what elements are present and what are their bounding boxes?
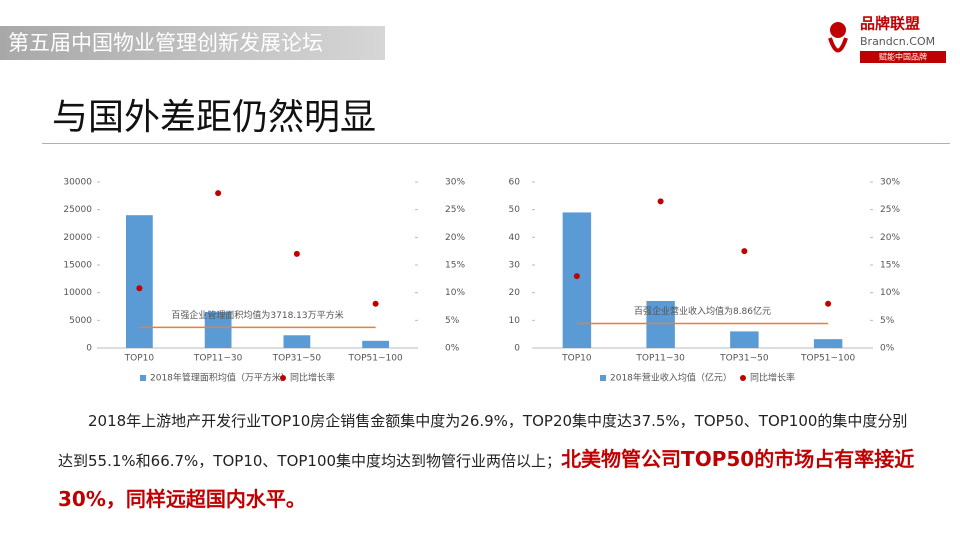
y-tick-label: 5000 [69,316,92,326]
bar [283,335,311,348]
bar [562,212,592,348]
y2-tick-label: 25% [445,205,465,215]
logo-art: 品牌联盟 Brandcn.COM 赋能中国品牌 [828,15,946,63]
logo-slogan: 赋能中国品牌 [879,52,927,62]
growth-dot [372,300,379,307]
slide-title: 与国外差距仍然明显 [52,97,377,138]
logo: 品牌联盟 Brandcn.COM 赋能中国品牌 [820,8,955,68]
bar [813,339,843,348]
x-tick-label: TOP31~50 [719,354,769,364]
y2-tick-label: 10% [445,288,465,298]
y2-tick-label: 15% [445,261,465,271]
x-tick-label: TOP51~100 [348,354,403,364]
y-tick-label: 30000 [63,178,92,188]
growth-dot [657,198,664,205]
y2-tick-label: 10% [880,288,900,298]
y-tick-label: 20000 [63,233,92,243]
y-tick-label: 60 [509,178,521,188]
growth-dot [293,250,300,257]
bar [125,215,153,348]
body-plain: 2018年上游地产开发行业TOP10房企销售金额集中度为26.9%，TOP20集… [58,412,908,470]
growth-dot [741,248,748,255]
bar [646,300,675,348]
banner: 第五届中国物业管理创新发展论坛 [0,26,385,60]
y2-tick-label: 5% [880,316,895,326]
legend-label: 同比增长率 [750,372,795,384]
x-tick-label: TOP10 [124,354,155,364]
x-tick-label: TOP31~50 [272,354,322,364]
legend-dot [740,375,746,381]
legend-swatch [600,375,606,381]
y2-tick-label: 15% [880,261,900,271]
y-tick-label: 40 [509,233,521,243]
y-tick-label: 30 [509,261,521,271]
y2-tick-label: 0% [880,344,895,354]
y2-tick-label: 20% [880,233,900,243]
logo-site: Brandcn.COM [860,35,935,48]
legend-label: 同比增长率 [290,372,335,384]
y2-tick-label: 5% [445,316,460,326]
growth-dot [136,285,143,292]
growth-dot [825,300,832,307]
y-tick-label: 10000 [63,288,92,298]
y2-tick-label: 30% [445,178,465,188]
y-tick-label: 0 [514,344,520,354]
bar [730,331,759,348]
y2-tick-label: 30% [880,178,900,188]
legend-swatch [140,375,146,381]
reference-label: 百强企业管理面积均值为3718.13万平方米 [171,309,343,321]
legend-label: 2018年管理面积均值（万平方米） [150,372,290,384]
growth-dot [215,190,222,197]
legend-label: 2018年营业收入均值（亿元） [610,372,732,384]
x-tick-label: TOP11~30 [635,354,685,364]
y-tick-label: 20 [509,288,521,298]
charts: 0 5000 10000 15000 20000 25000 30000 0% 5% 10% 15%… [63,178,900,384]
y-tick-label: 10 [509,316,521,326]
y2-tick-label: 25% [880,205,900,215]
x-tick-label: TOP10 [561,354,592,364]
y-tick-label: 25000 [63,205,92,215]
x-tick-label: TOP11~30 [193,354,243,364]
body-text: 2018年上游地产开发行业TOP10房企销售金额集中度为26.9%，TOP20集… [58,402,918,520]
growth-dot [573,273,580,280]
legend-dot [280,375,286,381]
logo-name: 品牌联盟 [860,15,920,33]
y-tick-label: 15000 [63,261,92,271]
reference-label: 百强企业营业收入均值为8.86亿元 [634,305,771,317]
title-rule [42,143,950,144]
x-tick-label: TOP51~100 [800,354,855,364]
y-tick-label: 0 [86,344,92,354]
body-highlight: 北美物管公司TOP50的市场占有率接近30%，同样远超国内水平。 [58,447,915,511]
bar [204,312,232,348]
y2-tick-label: 20% [445,233,465,243]
y-tick-label: 50 [509,205,521,215]
bar [362,340,390,348]
y2-tick-label: 0% [445,344,460,354]
